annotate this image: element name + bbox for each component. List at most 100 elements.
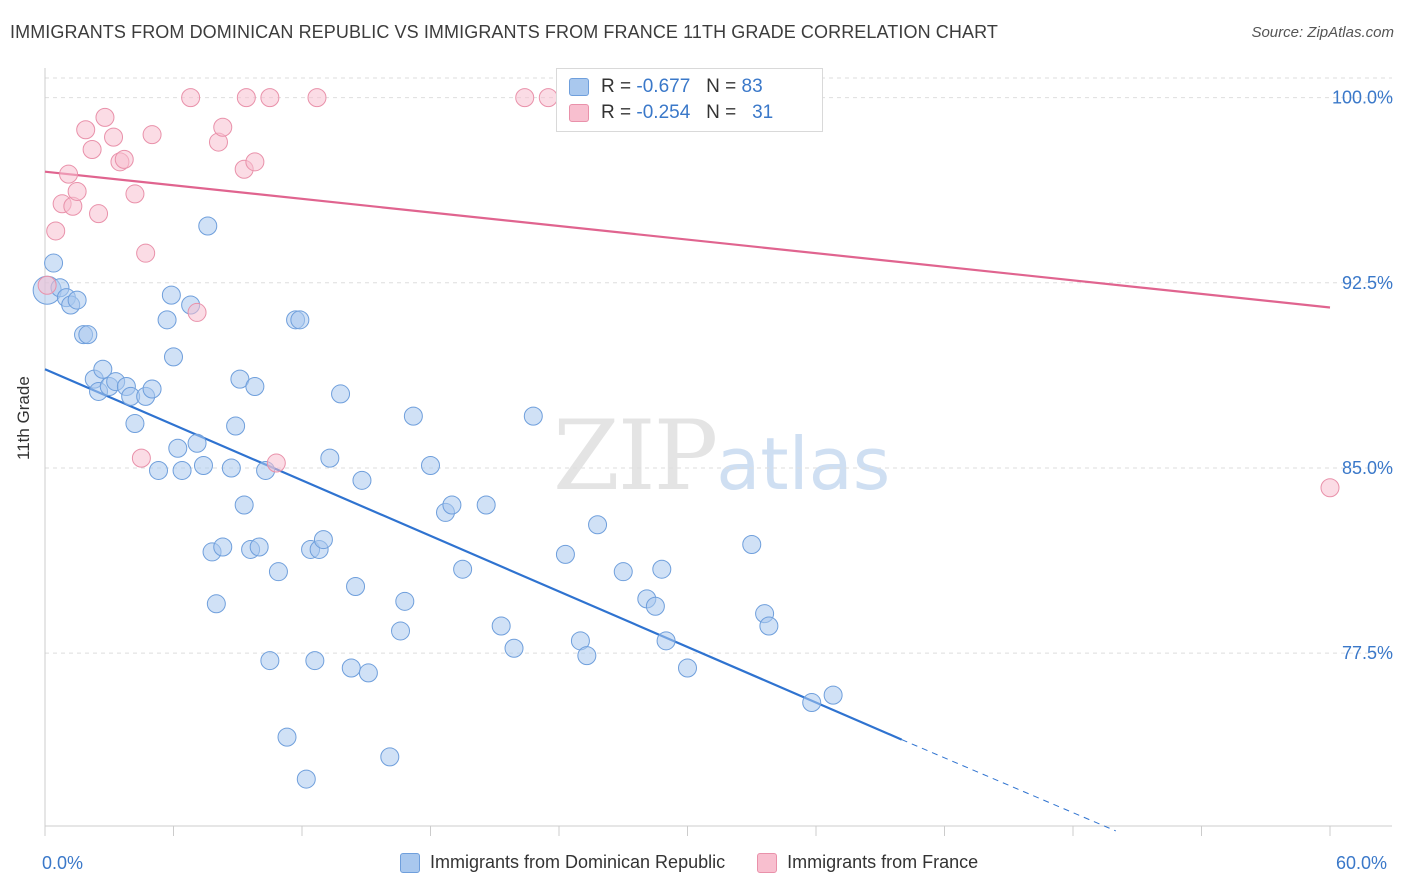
data-point-dominican	[149, 460, 169, 480]
legend-r-label: R =	[601, 76, 632, 97]
data-point-dominican	[656, 631, 676, 651]
data-point-dominican	[313, 530, 333, 550]
data-point-dominican	[249, 537, 269, 557]
data-point-dominican	[172, 460, 192, 480]
data-point-france	[46, 221, 66, 241]
data-point-dominican	[742, 535, 762, 555]
axes	[44, 68, 1392, 836]
data-point-france	[104, 127, 124, 147]
data-point-france	[515, 88, 535, 108]
data-point-france	[76, 120, 96, 140]
legend-r-value: -0.677	[636, 76, 691, 97]
data-point-dominican	[555, 544, 575, 564]
data-point-dominican	[403, 406, 423, 426]
data-point-dominican	[341, 658, 361, 678]
data-point-dominican	[221, 458, 241, 478]
data-point-dominican	[44, 253, 64, 273]
data-point-france	[136, 243, 156, 263]
legend-n-value: 83	[741, 76, 763, 97]
data-point-france	[131, 448, 151, 468]
data-point-france	[114, 149, 134, 169]
data-point-dominican	[320, 448, 340, 468]
legend-r-label: R =	[601, 102, 632, 123]
legend-swatch-dominican	[400, 852, 420, 873]
data-point-dominican	[395, 591, 415, 611]
data-point-dominican	[277, 727, 297, 747]
legend-n-label: N =	[706, 76, 737, 97]
chart-title: IMMIGRANTS FROM DOMINICAN REPUBLIC VS IM…	[10, 22, 998, 42]
watermark-zip: ZIP	[553, 400, 718, 512]
legend-n-label: N =	[706, 102, 737, 123]
data-point-dominican	[230, 369, 250, 389]
data-point-dominican	[234, 495, 254, 515]
data-point-dominican	[577, 646, 597, 666]
data-point-dominican	[645, 596, 665, 616]
data-point-dominican	[296, 769, 316, 789]
data-point-dominican	[260, 651, 280, 671]
data-point-france	[538, 88, 558, 108]
data-point-france	[236, 88, 256, 108]
legend-item-france: Immigrants from France	[757, 852, 978, 873]
data-point-dominican	[352, 470, 372, 490]
data-point-dominican	[802, 693, 822, 713]
x-max-label: 60.0%	[1336, 853, 1388, 873]
data-point-dominican	[161, 285, 181, 305]
legend-row-dominican: R = -0.677 N = 83	[569, 75, 763, 99]
data-point-dominican	[588, 515, 608, 535]
data-point-dominican	[453, 559, 473, 579]
series-legend: Immigrants from Dominican Republic Immig…	[400, 852, 1010, 873]
data-point-dominican	[245, 377, 265, 397]
data-point-dominican	[164, 347, 183, 367]
data-point-france	[89, 204, 109, 224]
data-point-france	[307, 88, 327, 108]
data-points	[32, 88, 1340, 789]
x-min-label: 0.0%	[42, 853, 84, 873]
legend-label-france: Immigrants from France	[787, 852, 979, 872]
data-point-dominican	[442, 495, 462, 515]
y-axis-label: 11th Grade	[14, 376, 33, 460]
watermark-atlas: atlas	[716, 422, 891, 506]
data-point-france	[260, 88, 280, 108]
trend-line-dominican	[44, 368, 903, 741]
data-point-dominican	[168, 438, 188, 458]
legend-swatch-france	[569, 104, 589, 122]
data-point-dominican	[157, 310, 177, 330]
data-point-dominican	[268, 562, 288, 582]
data-point-dominican	[213, 537, 233, 557]
data-point-dominican	[380, 747, 400, 767]
data-point-dominican	[476, 495, 496, 515]
data-point-france	[187, 302, 207, 322]
legend-label-dominican: Immigrants from Dominican Republic	[430, 852, 726, 872]
data-point-dominican	[331, 384, 351, 404]
data-point-france	[245, 152, 265, 172]
data-point-dominican	[187, 433, 207, 453]
y-tick-label: 85.0%	[1342, 458, 1393, 478]
legend-swatch-france	[757, 852, 778, 873]
data-point-dominican	[421, 456, 440, 476]
data-point-dominican	[198, 216, 218, 236]
data-point-dominican	[226, 416, 246, 436]
y-tick-label: 77.5%	[1342, 643, 1393, 663]
data-point-france	[213, 117, 233, 137]
data-point-france	[59, 164, 79, 184]
data-point-dominican	[678, 658, 697, 678]
data-point-dominican	[613, 562, 633, 582]
data-point-france	[1320, 478, 1340, 498]
data-point-france	[82, 139, 102, 159]
data-point-dominican	[391, 621, 411, 641]
data-point-dominican	[206, 594, 226, 614]
data-point-france	[266, 453, 286, 473]
watermark: ZIPatlas	[553, 400, 890, 512]
data-point-dominican	[93, 359, 113, 379]
data-point-france	[95, 107, 115, 127]
data-point-dominican	[759, 616, 779, 636]
trend-lines	[44, 170, 1331, 832]
data-point-france	[37, 275, 57, 295]
data-point-dominican	[358, 663, 378, 683]
data-point-dominican	[142, 379, 162, 399]
data-point-dominican	[305, 651, 325, 671]
data-point-dominican	[125, 414, 145, 434]
data-point-france	[125, 184, 145, 204]
data-point-dominican	[67, 290, 87, 310]
